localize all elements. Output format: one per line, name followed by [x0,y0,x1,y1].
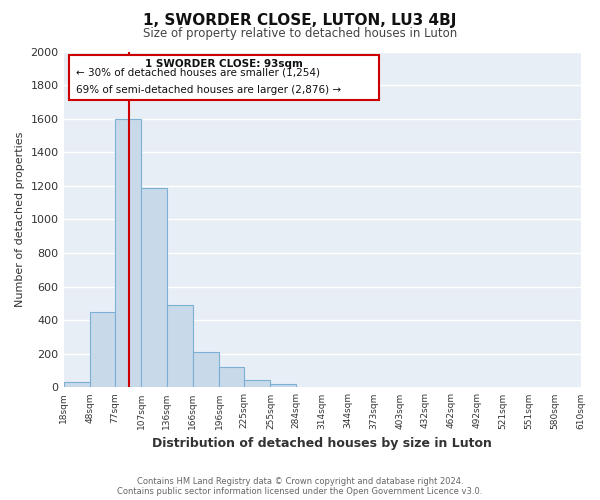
Bar [141,188,167,388]
Bar [219,368,244,388]
Bar [271,384,296,388]
Y-axis label: Number of detached properties: Number of detached properties [15,132,25,307]
Bar [167,305,193,388]
Text: 1, SWORDER CLOSE, LUTON, LU3 4BJ: 1, SWORDER CLOSE, LUTON, LU3 4BJ [143,12,457,28]
Text: ← 30% of detached houses are smaller (1,254): ← 30% of detached houses are smaller (1,… [76,67,320,77]
Bar [115,118,141,388]
Text: Contains public sector information licensed under the Open Government Licence v3: Contains public sector information licen… [118,487,482,496]
Bar [90,312,115,388]
FancyBboxPatch shape [69,55,379,100]
Text: Size of property relative to detached houses in Luton: Size of property relative to detached ho… [143,28,457,40]
X-axis label: Distribution of detached houses by size in Luton: Distribution of detached houses by size … [152,437,492,450]
Text: Contains HM Land Registry data © Crown copyright and database right 2024.: Contains HM Land Registry data © Crown c… [137,477,463,486]
Bar [64,382,90,388]
Bar [244,380,271,388]
Bar [193,352,219,388]
Text: 1 SWORDER CLOSE: 93sqm: 1 SWORDER CLOSE: 93sqm [145,59,303,69]
Text: 69% of semi-detached houses are larger (2,876) →: 69% of semi-detached houses are larger (… [76,85,341,95]
